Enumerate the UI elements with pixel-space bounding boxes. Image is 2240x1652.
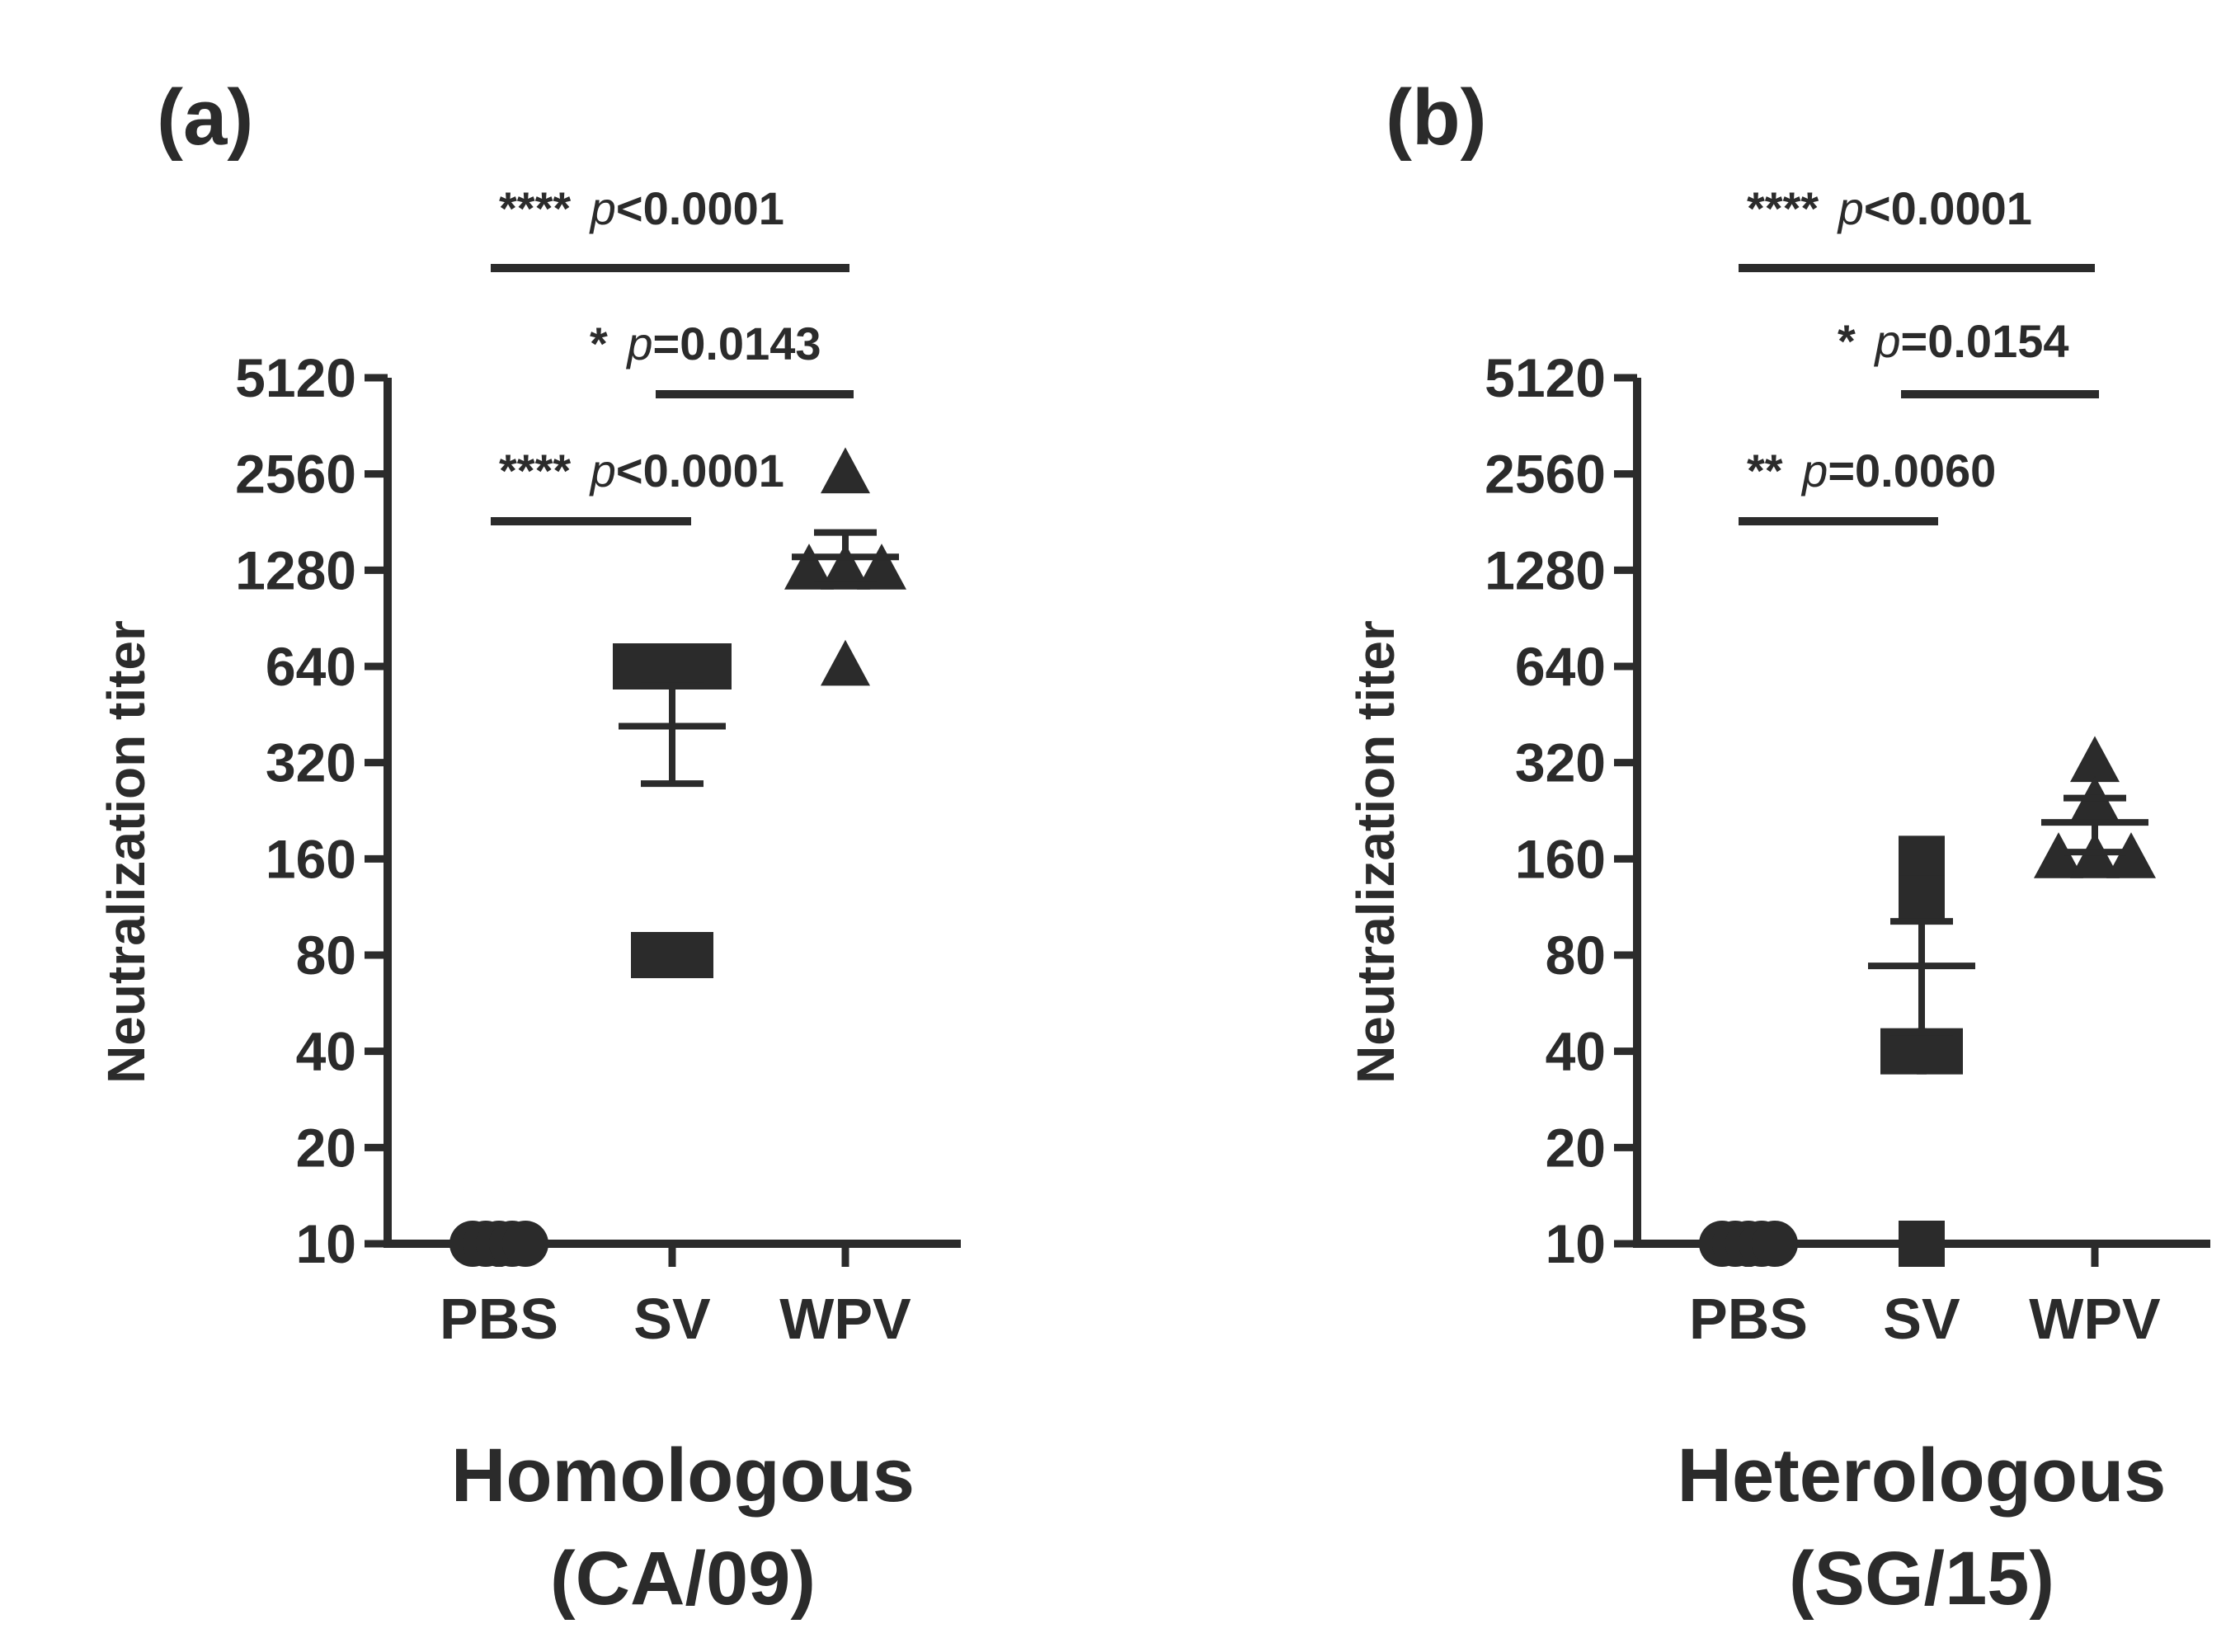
y-tick-label: 20 xyxy=(1546,1117,1606,1178)
y-tick-label: 10 xyxy=(1546,1213,1606,1274)
chart-title-line2: (CA/09) xyxy=(550,1537,816,1621)
data-point-wpv xyxy=(857,544,906,590)
y-tick-label: 5120 xyxy=(1485,347,1606,408)
p-value: =0.0143 xyxy=(653,318,821,369)
significance-label: * p=0.0154 xyxy=(1838,315,2069,367)
x-tick-label: SV xyxy=(633,1287,711,1351)
chart-title-line1: Homologous xyxy=(451,1433,915,1518)
panel-label: (a) xyxy=(157,73,253,162)
chart-panel-b: (b) Neutralization titer 10 20 40 80 160 320 640… xyxy=(1346,73,2210,1621)
y-tick-label: 2560 xyxy=(235,444,356,505)
p-value: <0.0001 xyxy=(616,445,784,497)
y-tick-label: 2560 xyxy=(1485,444,1606,505)
significance-stars: **** xyxy=(1747,182,1832,234)
y-tick-label: 160 xyxy=(266,828,356,889)
y-tick-label: 80 xyxy=(296,925,356,986)
significance-label: **** p<0.0001 xyxy=(1747,182,2032,234)
y-tick-label: 40 xyxy=(296,1021,356,1082)
data-point-wpv xyxy=(2106,832,2156,878)
panel-label: (b) xyxy=(1386,73,1487,162)
data-point-pbs xyxy=(1752,1221,1798,1267)
data-point-sv xyxy=(685,643,732,690)
y-tick-label: 320 xyxy=(266,732,356,793)
p-symbol: p xyxy=(1873,315,1900,367)
significance-label: * p=0.0143 xyxy=(590,318,821,369)
y-tick-label: 80 xyxy=(1546,925,1606,986)
data-point-sv xyxy=(1917,1028,1963,1075)
significance-stars: * xyxy=(1838,315,1868,367)
p-value: =0.0060 xyxy=(1828,445,1996,497)
y-tick-label: 40 xyxy=(1546,1021,1606,1082)
y-tick-label: 1280 xyxy=(1485,539,1606,600)
chart-title-line1: Heterologous xyxy=(1678,1433,2167,1518)
significance-stars: ** xyxy=(1747,445,1795,497)
p-value: =0.0154 xyxy=(1901,315,2069,367)
p-symbol: p xyxy=(1837,182,1864,234)
significance-label: **** p<0.0001 xyxy=(499,182,784,234)
y-tick-label: 160 xyxy=(1515,828,1606,889)
y-axis-label: Neutralization titer xyxy=(96,620,156,1084)
chart-title-line2: (SG/15) xyxy=(1789,1537,2054,1621)
x-tick-label: PBS xyxy=(440,1287,558,1351)
y-tick-label: 640 xyxy=(266,636,356,697)
x-tick-label: PBS xyxy=(1689,1287,1808,1351)
data-point-sv xyxy=(1899,835,1945,882)
significance-stars: **** xyxy=(499,445,584,497)
y-tick-label: 1280 xyxy=(235,539,356,600)
data-point-wpv xyxy=(2070,736,2120,783)
x-tick-label: WPV xyxy=(2029,1287,2161,1351)
x-tick-label: WPV xyxy=(779,1287,911,1351)
y-tick-label: 5120 xyxy=(235,347,356,408)
chart-panel-a: (a) Neutralization titer 10 20 40 80 160 320 640… xyxy=(96,73,961,1621)
data-point-sv xyxy=(667,932,713,978)
p-value: <0.0001 xyxy=(1864,182,2032,234)
p-symbol: p xyxy=(589,445,616,497)
y-axis-label: Neutralization titer xyxy=(1346,620,1405,1084)
data-point-wpv xyxy=(784,544,834,590)
y-tick-label: 10 xyxy=(296,1213,356,1274)
significance-stars: **** xyxy=(499,182,584,234)
data-point-wpv xyxy=(2034,832,2083,878)
data-point-sv xyxy=(1899,1221,1945,1267)
y-tick-label: 640 xyxy=(1515,636,1606,697)
data-point-wpv xyxy=(821,639,870,686)
x-tick-label: SV xyxy=(1883,1287,1960,1351)
p-symbol: p xyxy=(589,182,616,234)
data-point-pbs xyxy=(502,1221,548,1267)
data-point-sv xyxy=(1899,875,1945,922)
data-point-wpv xyxy=(821,447,870,494)
p-symbol: p xyxy=(625,318,652,369)
significance-label: **** p<0.0001 xyxy=(499,445,784,497)
p-symbol: p xyxy=(1800,445,1828,497)
p-value: <0.0001 xyxy=(616,182,784,234)
y-tick-label: 20 xyxy=(296,1117,356,1178)
significance-stars: * xyxy=(590,318,620,369)
y-tick-label: 320 xyxy=(1515,732,1606,793)
significance-label: ** p=0.0060 xyxy=(1747,445,1996,497)
